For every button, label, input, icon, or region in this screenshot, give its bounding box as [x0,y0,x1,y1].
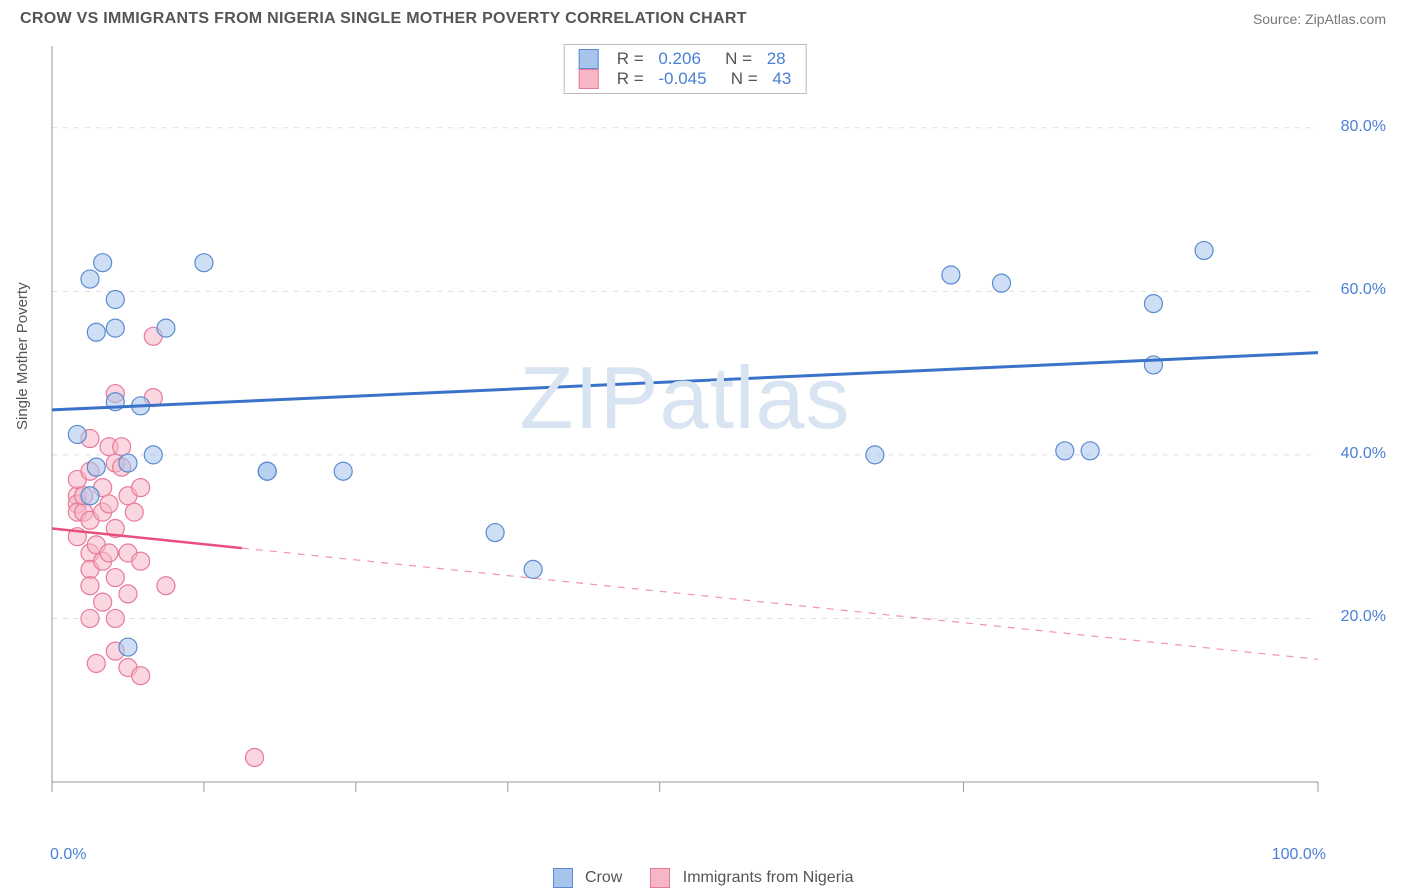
n-value-crow: 28 [767,49,786,69]
y-tick-label: 40.0% [1341,445,1386,463]
legend-item-crow: Crow [553,868,623,888]
legend-item-nigeria: Immigrants from Nigeria [650,868,853,888]
y-axis-label: Single Mother Poverty [14,282,31,430]
r-value-nigeria: -0.045 [658,69,706,89]
series-legend: Crow Immigrants from Nigeria [0,868,1406,888]
scatter-plot-svg [50,44,1320,814]
stats-legend: R = 0.206 N = 28 R = -0.045 N = 43 [564,44,807,94]
n-value-nigeria: 43 [772,69,791,89]
legend-label-nigeria: Immigrants from Nigeria [683,869,854,886]
swatch-crow-icon [553,868,573,888]
y-tick-label: 80.0% [1341,118,1386,136]
chart-area: ZIPatlas R = 0.206 N = 28 R = -0.045 N =… [50,44,1320,814]
swatch-nigeria-icon [650,868,670,888]
source-label: Source: ZipAtlas.com [1253,11,1386,27]
legend-label-crow: Crow [585,869,622,886]
x-axis-max-label: 100.0% [1272,846,1326,864]
y-tick-label: 20.0% [1341,608,1386,626]
r-value-crow: 0.206 [658,49,701,69]
stats-row-crow: R = 0.206 N = 28 [579,49,792,69]
stats-row-nigeria: R = -0.045 N = 43 [579,69,792,89]
chart-title: CROW VS IMMIGRANTS FROM NIGERIA SINGLE M… [20,10,747,28]
y-tick-label: 60.0% [1341,281,1386,299]
x-axis-min-label: 0.0% [50,846,86,864]
swatch-nigeria [579,69,599,89]
swatch-crow [579,49,599,69]
